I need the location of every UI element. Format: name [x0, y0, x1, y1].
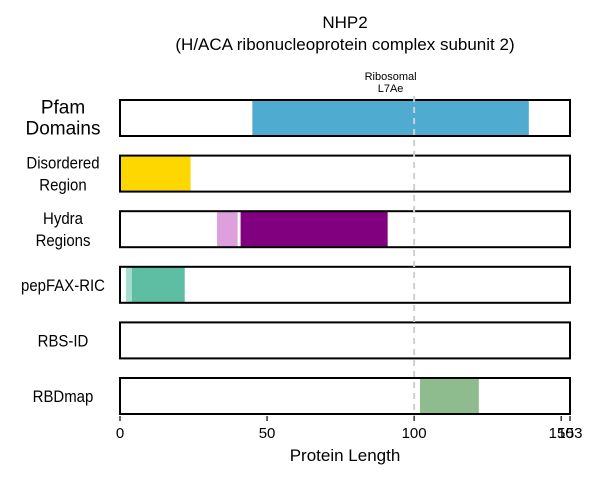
track-label: RBS-ID [38, 333, 89, 351]
track-5-frame [119, 377, 571, 415]
x-tick-label: 50 [259, 425, 276, 442]
track-label: Regions [36, 232, 91, 250]
domain-label-line: L7Ae [378, 83, 404, 95]
x-tick-label: 150 [549, 425, 574, 442]
x-tick-label: 0 [116, 425, 124, 442]
x-axis-title: Protein Length [290, 446, 401, 465]
track-label: RBDmap [33, 388, 94, 406]
track-label: Disordered [26, 155, 99, 173]
track-3-frame [119, 265, 571, 304]
track-2-segment-0 [217, 211, 238, 248]
track-3: pepFAX-RIC [21, 265, 571, 304]
track-0-segment-0 [252, 100, 529, 136]
track-label: Hydra [43, 210, 83, 228]
track-3-segment-1 [131, 266, 185, 303]
track-1: Disordered Region [26, 154, 571, 195]
chart-title: NHP2 [322, 13, 367, 32]
track-4: RBS-ID [38, 321, 571, 360]
track-1-segment-0 [120, 155, 191, 192]
track-3-segment-0 [125, 266, 132, 303]
track-2-segment-1 [240, 211, 388, 248]
track-2: Hydra Regions [36, 210, 571, 250]
chart-subtitle: (H/ACA ribonucleoprotein complex subunit… [175, 35, 514, 54]
track-0-frame [119, 99, 571, 137]
track-2-frame [119, 210, 571, 249]
track-5: RBDmap [33, 377, 571, 415]
track-label: Pfam [41, 98, 85, 119]
track-label: Region [39, 177, 86, 195]
domain-label-line: Ribosomal [365, 71, 417, 83]
track-4-frame [119, 321, 571, 360]
x-tick-label: 153 [557, 425, 582, 442]
track-label: Domains [26, 119, 101, 140]
track-1-frame [119, 154, 571, 193]
x-tick-label: 100 [402, 425, 427, 442]
track-5-segment-0 [420, 378, 479, 414]
track-label: pepFAX-RIC [21, 277, 105, 295]
